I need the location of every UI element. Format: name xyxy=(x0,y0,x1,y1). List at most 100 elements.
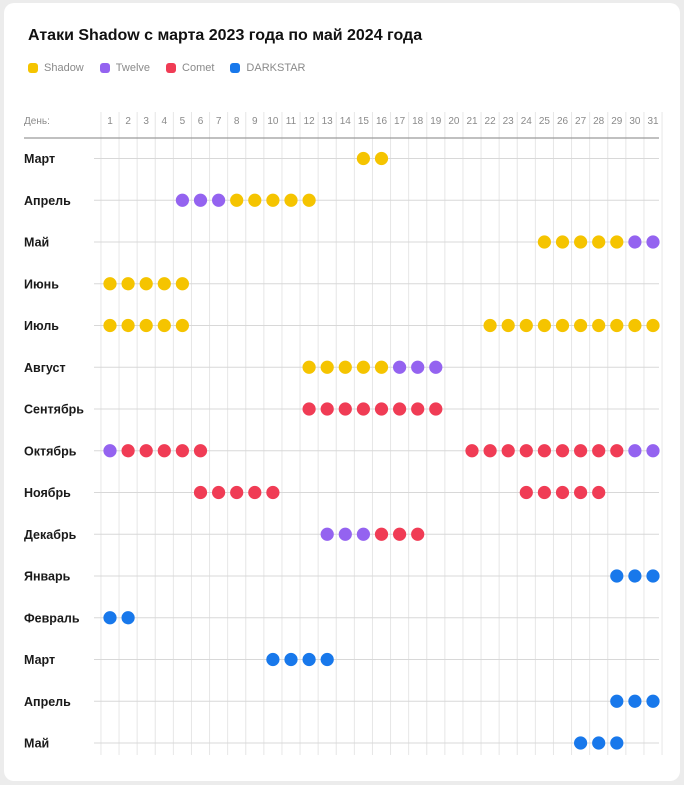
attack-point-shadow xyxy=(284,193,298,207)
day-tick-label: 25 xyxy=(539,116,551,127)
attack-point-comet xyxy=(175,444,189,458)
attack-point-comet xyxy=(592,444,606,458)
attack-point-twelve xyxy=(103,444,117,458)
month-label: Декабрь xyxy=(24,528,77,542)
day-axis-label: День: xyxy=(24,116,50,127)
attack-point-twelve xyxy=(429,360,443,374)
day-tick-label: 4 xyxy=(162,116,168,127)
attack-point-comet xyxy=(483,444,497,458)
legend-item-shadow: Shadow xyxy=(28,62,84,74)
attack-point-shadow xyxy=(537,235,552,249)
attack-point-darkstar xyxy=(646,569,660,583)
day-tick-label: 21 xyxy=(466,116,478,127)
attack-point-shadow xyxy=(139,318,153,333)
attack-point-shadow xyxy=(646,318,660,333)
attack-point-darkstar xyxy=(610,736,624,750)
attack-point-shadow xyxy=(230,193,244,207)
attack-point-comet xyxy=(465,444,479,458)
legend: Shadow Twelve Comet DARKSTAR xyxy=(28,62,306,74)
day-tick-label: 29 xyxy=(611,116,623,127)
attack-point-shadow xyxy=(574,235,588,249)
attack-point-comet xyxy=(248,485,262,500)
attack-point-comet xyxy=(574,485,588,500)
attack-point-shadow xyxy=(374,360,389,374)
day-tick-label: 15 xyxy=(358,116,370,127)
attack-point-comet xyxy=(429,402,443,416)
attack-point-darkstar xyxy=(592,736,606,750)
attack-point-twelve xyxy=(320,527,334,541)
attack-point-shadow xyxy=(555,235,570,249)
attack-point-shadow xyxy=(537,318,552,333)
attack-point-comet xyxy=(610,444,624,458)
attack-point-darkstar xyxy=(320,652,334,667)
attack-point-darkstar xyxy=(646,694,660,708)
attack-point-shadow xyxy=(610,318,624,333)
attack-point-twelve xyxy=(193,193,208,207)
attack-point-shadow xyxy=(592,235,606,249)
day-tick-label: 5 xyxy=(180,116,186,127)
attack-point-comet xyxy=(266,485,280,500)
attack-point-twelve xyxy=(628,235,642,249)
month-label: Июнь xyxy=(24,277,59,291)
attack-point-comet xyxy=(555,485,570,500)
attack-point-shadow xyxy=(157,318,171,333)
attack-point-shadow xyxy=(121,318,135,333)
day-tick-label: 24 xyxy=(521,116,533,127)
attack-point-twelve xyxy=(212,193,226,207)
attack-point-darkstar xyxy=(628,569,642,583)
attack-point-comet xyxy=(393,402,407,416)
day-tick-label: 14 xyxy=(340,116,352,127)
attack-point-comet xyxy=(374,527,389,541)
day-tick-label: 1 xyxy=(107,116,113,127)
legend-swatch-shadow xyxy=(28,63,38,73)
day-tick-label: 20 xyxy=(448,116,460,127)
attack-point-shadow xyxy=(555,318,570,333)
month-label: Февраль xyxy=(24,611,80,625)
attack-point-shadow xyxy=(356,151,370,166)
attack-point-twelve xyxy=(356,527,370,541)
attack-point-shadow xyxy=(574,318,588,333)
attack-point-darkstar xyxy=(266,652,280,667)
day-tick-label: 23 xyxy=(503,116,515,127)
day-tick-label: 13 xyxy=(322,116,334,127)
attack-point-comet xyxy=(374,402,389,416)
attack-point-comet xyxy=(501,444,515,458)
attack-point-comet xyxy=(393,527,407,541)
attack-point-twelve xyxy=(628,444,642,458)
attack-point-shadow xyxy=(592,318,606,333)
month-label: Сентябрь xyxy=(24,403,84,417)
attack-point-comet xyxy=(574,444,588,458)
attack-point-comet xyxy=(411,527,425,541)
attack-point-comet xyxy=(193,485,208,500)
attack-point-darkstar xyxy=(302,652,316,667)
attack-point-shadow xyxy=(121,277,135,291)
attack-point-shadow xyxy=(302,360,316,374)
attack-point-shadow xyxy=(320,360,334,374)
day-tick-label: 17 xyxy=(394,116,406,127)
attack-point-shadow xyxy=(103,318,117,333)
attack-point-comet xyxy=(157,444,171,458)
day-tick-label: 12 xyxy=(304,116,316,127)
attack-point-twelve xyxy=(646,444,660,458)
attack-point-twelve xyxy=(393,360,407,374)
attack-point-darkstar xyxy=(610,569,624,583)
legend-swatch-twelve xyxy=(99,63,110,73)
attack-point-twelve xyxy=(175,193,189,207)
chart-card: Атаки Shadow с марта 2023 года по май 20… xyxy=(4,3,680,781)
attack-point-comet xyxy=(537,444,552,458)
attack-point-shadow xyxy=(501,318,515,333)
attack-point-comet xyxy=(537,485,552,500)
month-label: Май xyxy=(24,236,49,250)
day-tick-label: 11 xyxy=(286,116,297,127)
legend-label-twelve: Twelve xyxy=(115,62,151,74)
legend-item-twelve: Twelve xyxy=(99,62,151,74)
month-label: Март xyxy=(24,152,55,166)
legend-item-darkstar: DARKSTAR xyxy=(230,62,306,74)
day-tick-label: 10 xyxy=(267,116,279,127)
month-label: Август xyxy=(24,361,66,375)
attack-point-comet xyxy=(338,402,352,416)
attack-point-darkstar xyxy=(121,611,135,625)
month-label: Апрель xyxy=(24,194,71,208)
legend-label-darkstar: DARKSTAR xyxy=(246,62,306,74)
